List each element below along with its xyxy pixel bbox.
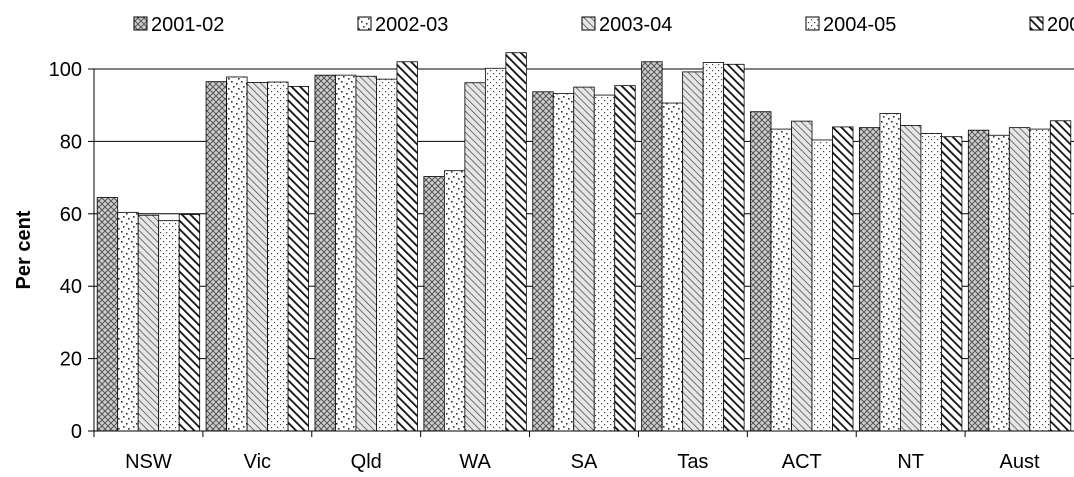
bar-nt-2001-02 (859, 127, 881, 432)
legend-label: 2003-04 (599, 14, 672, 36)
legend-swatch (357, 16, 372, 31)
legend-label: 2001-02 (151, 14, 224, 36)
legend-label: 2004-05 (823, 14, 896, 36)
axes (93, 69, 1074, 432)
legend-item-2001-02: 2001-02 (133, 14, 224, 36)
x-tick-label-vic: Vic (244, 451, 271, 473)
bar-vic-2001-02 (205, 81, 227, 432)
bar-aust-2003-04 (1008, 127, 1031, 432)
bar-qld-2005-06 (396, 61, 418, 432)
x-tick-label-nsw: NSW (125, 451, 172, 473)
bar-vic-2003-04 (246, 81, 268, 432)
bar-act-2004-05 (811, 139, 833, 432)
bar-qld-2003-04 (355, 75, 377, 432)
bar-aust-2001-02 (967, 129, 990, 432)
legend: 2001-02 2002-03 2003-04 2004-05 2005-06 (133, 14, 1074, 36)
bar-nsw-2003-04 (137, 214, 160, 432)
bar-wa-2005-06 (505, 52, 527, 432)
bar-act-2005-06 (832, 126, 854, 432)
bar-qld-2002-03 (335, 74, 357, 432)
bar-nt-2004-05 (920, 133, 942, 432)
bar-act-2002-03 (770, 128, 792, 432)
bar-aust-2005-06 (1049, 120, 1072, 432)
x-tick-label-nt: NT (897, 451, 924, 473)
y-tick-label-0: 0 (71, 421, 82, 443)
y-axis-title: Per cent (13, 210, 35, 289)
legend-swatch (581, 16, 596, 31)
bar-wa-2003-04 (464, 82, 486, 432)
bar-nsw-2001-02 (96, 197, 119, 432)
legend-label: 2005-06 (1047, 14, 1074, 36)
bar-act-2001-02 (750, 111, 772, 432)
y-axis-ticks: 0 20 40 60 80 100 (49, 59, 94, 443)
y-tick-label-80: 80 (60, 131, 82, 153)
bar-sa-2001-02 (532, 91, 554, 432)
x-axis-ticks: NSW Vic Qld WA SA Tas ACT NT Aust (93, 431, 1040, 473)
bar-vic-2004-05 (267, 81, 289, 432)
bar-sa-2002-03 (552, 93, 575, 432)
bar-sa-2005-06 (614, 85, 636, 432)
bar-vic-2002-03 (226, 76, 248, 432)
bar-wa-2001-02 (423, 176, 445, 432)
legend-label: 2002-03 (375, 14, 448, 36)
bar-aust-2002-03 (988, 134, 1010, 432)
x-tick-label-tas: Tas (677, 451, 708, 473)
x-tick-label-sa: SA (571, 451, 598, 473)
bar-nsw-2005-06 (178, 214, 201, 432)
y-tick-label-100: 100 (49, 59, 82, 81)
legend-swatch (1029, 16, 1044, 31)
bar-nt-2003-04 (900, 125, 922, 432)
bars (96, 52, 1072, 432)
bar-wa-2002-03 (443, 170, 466, 432)
x-tick-label-act: ACT (782, 451, 822, 473)
y-tick-label-20: 20 (60, 349, 82, 371)
y-tick-label-60: 60 (60, 204, 82, 226)
bar-sa-2004-05 (593, 94, 616, 432)
legend-item-2005-06: 2005-06 (1029, 14, 1074, 36)
x-tick-label-qld: Qld (351, 451, 382, 473)
legend-swatch (805, 16, 820, 31)
bar-nt-2005-06 (941, 136, 963, 432)
bar-nt-2002-03 (879, 113, 901, 432)
bar-sa-2003-04 (573, 86, 595, 432)
legend-item-2004-05: 2004-05 (805, 14, 896, 36)
bar-nsw-2004-05 (158, 220, 180, 432)
bar-tas-2004-05 (702, 62, 725, 432)
x-tick-label-aust: Aust (1000, 451, 1040, 473)
y-tick-label-40: 40 (60, 276, 82, 298)
bar-act-2003-04 (791, 120, 813, 432)
bar-tas-2005-06 (723, 63, 745, 432)
legend-item-2003-04: 2003-04 (581, 14, 672, 36)
bar-qld-2004-05 (376, 78, 398, 432)
bar-nsw-2002-03 (117, 211, 139, 432)
legend-swatch (133, 16, 148, 31)
bar-tas-2001-02 (641, 61, 663, 432)
bar-qld-2001-02 (314, 74, 336, 432)
bar-wa-2004-05 (484, 67, 507, 432)
x-tick-label-wa: WA (459, 451, 491, 473)
bar-tas-2003-04 (682, 71, 704, 432)
legend-item-2002-03: 2002-03 (357, 14, 448, 36)
bar-aust-2004-05 (1029, 128, 1051, 432)
bar-vic-2005-06 (287, 85, 309, 432)
bar-tas-2002-03 (661, 102, 684, 432)
